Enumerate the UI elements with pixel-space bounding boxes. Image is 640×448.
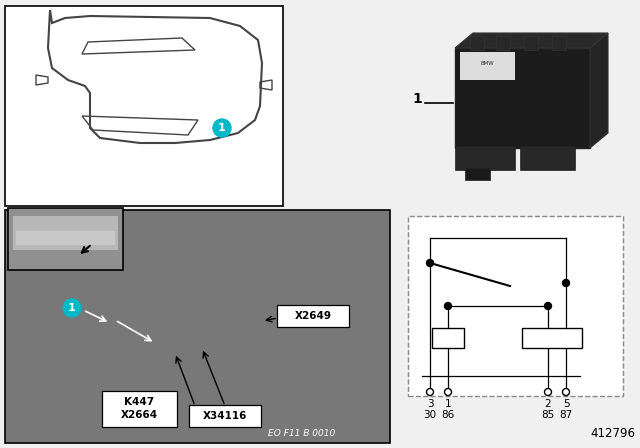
Text: 86: 86	[442, 410, 454, 420]
Text: X2664: X2664	[120, 410, 157, 420]
Text: 1: 1	[68, 303, 76, 313]
Text: 87: 87	[559, 410, 573, 420]
Circle shape	[426, 259, 433, 267]
Bar	[432, 328, 464, 348]
Text: 30: 30	[424, 410, 436, 420]
Bar	[13, 216, 118, 250]
Text: 2: 2	[545, 399, 551, 409]
Text: 85: 85	[541, 410, 555, 420]
Bar	[465, 168, 490, 180]
Polygon shape	[590, 33, 608, 148]
Circle shape	[545, 388, 552, 396]
Text: 1: 1	[218, 123, 226, 133]
Circle shape	[426, 388, 433, 396]
Bar	[520, 146, 575, 170]
Circle shape	[445, 302, 451, 310]
Circle shape	[563, 388, 570, 396]
Circle shape	[213, 119, 231, 137]
Text: BMW: BMW	[480, 60, 494, 65]
Text: 3: 3	[427, 399, 433, 409]
Bar	[524, 36, 538, 50]
Text: EO F11 B 0010: EO F11 B 0010	[268, 429, 335, 438]
FancyBboxPatch shape	[102, 391, 177, 427]
Bar	[16, 231, 115, 245]
Polygon shape	[455, 33, 608, 48]
Bar	[455, 146, 515, 170]
FancyBboxPatch shape	[189, 405, 261, 427]
Bar	[5, 210, 390, 443]
Bar	[5, 6, 283, 206]
Circle shape	[545, 302, 552, 310]
Bar	[8, 208, 123, 270]
Text: 1: 1	[445, 399, 451, 409]
Bar	[455, 48, 590, 148]
Bar	[496, 36, 510, 50]
Text: K447: K447	[124, 397, 154, 407]
FancyBboxPatch shape	[277, 305, 349, 327]
Circle shape	[445, 388, 451, 396]
Bar	[408, 216, 623, 396]
Text: 412796: 412796	[590, 427, 635, 440]
Bar	[460, 52, 515, 80]
Text: X2649: X2649	[294, 311, 332, 321]
Text: 1: 1	[412, 92, 422, 106]
Bar	[522, 328, 582, 348]
Circle shape	[563, 280, 570, 287]
Text: 5: 5	[563, 399, 570, 409]
Circle shape	[63, 299, 81, 317]
Bar	[470, 36, 484, 50]
Text: X34116: X34116	[203, 411, 247, 421]
Bar	[552, 36, 566, 50]
